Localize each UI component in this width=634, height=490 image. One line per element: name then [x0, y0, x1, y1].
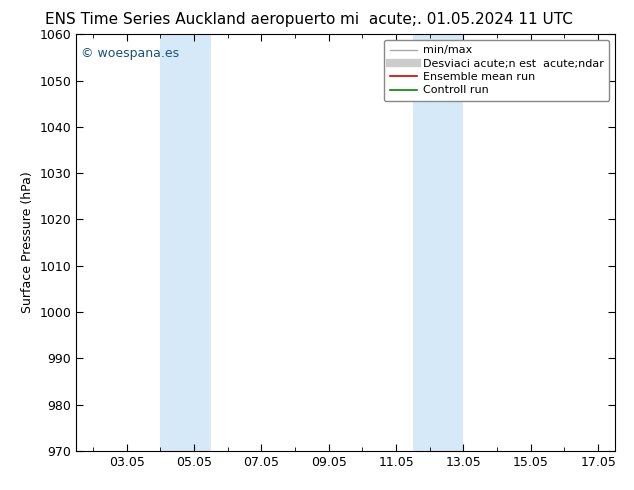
Text: mi  acute;. 01.05.2024 11 UTC: mi acute;. 01.05.2024 11 UTC [340, 12, 573, 27]
Legend: min/max, Desviaci acute;n est  acute;ndar, Ensemble mean run, Controll run: min/max, Desviaci acute;n est acute;ndar… [384, 40, 609, 101]
Text: ENS Time Series Auckland aeropuerto: ENS Time Series Auckland aeropuerto [45, 12, 335, 27]
Bar [413, 34, 463, 451]
Text: © woespana.es: © woespana.es [81, 47, 179, 60]
Y-axis label: Surface Pressure (hPa): Surface Pressure (hPa) [21, 172, 34, 314]
Bar [160, 34, 210, 451]
